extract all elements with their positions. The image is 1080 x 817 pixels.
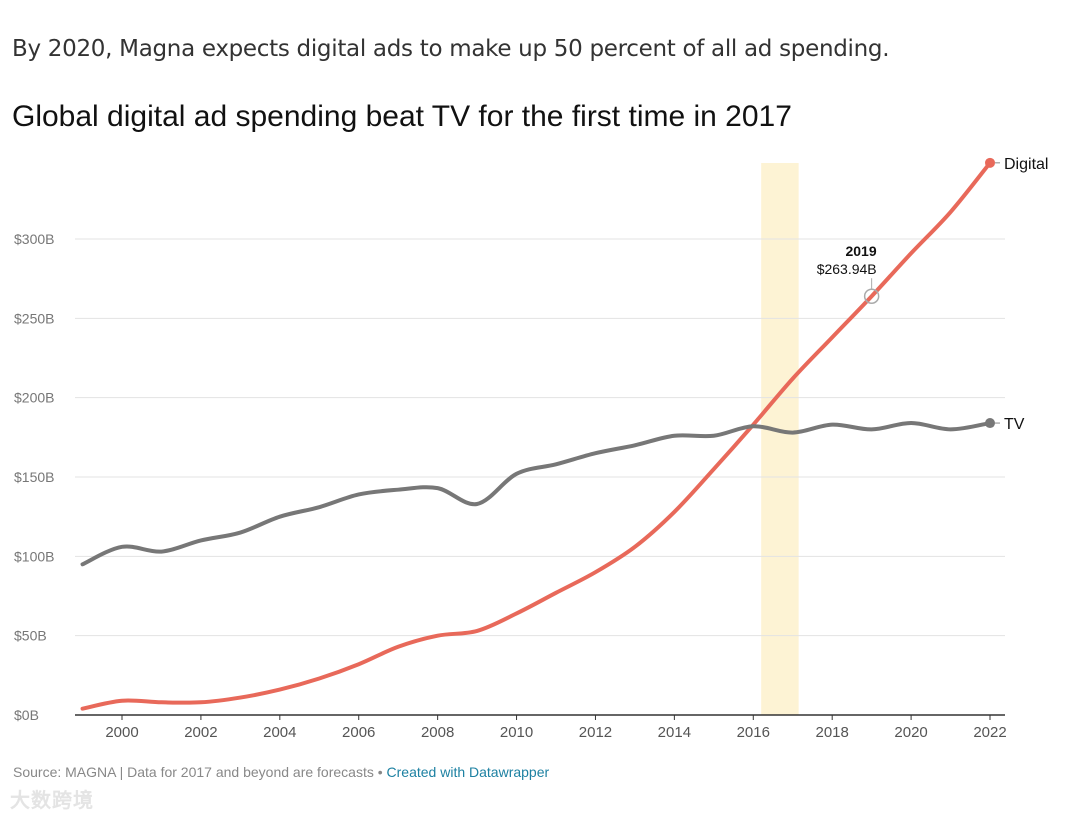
y-tick-label: $300B xyxy=(14,231,54,247)
x-tick-label: 2000 xyxy=(105,724,138,741)
x-tick-label: 2018 xyxy=(816,724,849,741)
x-tick-label: 2020 xyxy=(894,724,927,741)
y-tick-label: $200B xyxy=(14,390,54,406)
digital-series-label: Digital xyxy=(1004,156,1048,173)
y-tick-label: $150B xyxy=(14,469,54,485)
x-tick-label: 2014 xyxy=(658,724,691,741)
x-tick-label: 2008 xyxy=(421,724,454,741)
source-text: Source: MAGNA | Data for 2017 and beyond… xyxy=(13,764,374,780)
digital-line xyxy=(80,160,993,711)
x-tick-label: 2010 xyxy=(500,724,533,741)
tv-end-point xyxy=(985,418,996,429)
intro-text: By 2020, Magna expects digital ads to ma… xyxy=(12,36,890,62)
datawrapper-link[interactable]: Created with Datawrapper xyxy=(386,764,550,780)
x-tick-label: 2006 xyxy=(342,724,375,741)
x-tick-label: 2022 xyxy=(973,724,1006,741)
footer: Source: MAGNA | Data for 2017 and beyond… xyxy=(13,764,549,780)
watermark: 大数跨境 xyxy=(10,790,94,812)
tv-line xyxy=(80,421,993,567)
annotation-value: $263.94B xyxy=(817,261,877,277)
tv-series-label: TV xyxy=(1004,416,1025,433)
separator: • xyxy=(373,764,387,780)
y-tick-label: $0B xyxy=(14,707,39,723)
x-tick-label: 2002 xyxy=(184,724,217,741)
chart-title: Global digital ad spending beat TV for t… xyxy=(12,100,792,133)
x-tick-label: 2012 xyxy=(579,724,612,741)
y-tick-label: $250B xyxy=(14,310,54,326)
highlight-band xyxy=(761,163,799,715)
digital-end-point xyxy=(985,157,996,168)
y-tick-label: $50B xyxy=(14,628,47,644)
annotation-year: 2019 xyxy=(845,243,876,259)
x-tick-label: 2004 xyxy=(263,724,296,741)
y-tick-label: $100B xyxy=(14,548,54,564)
x-tick-label: 2016 xyxy=(737,724,770,741)
